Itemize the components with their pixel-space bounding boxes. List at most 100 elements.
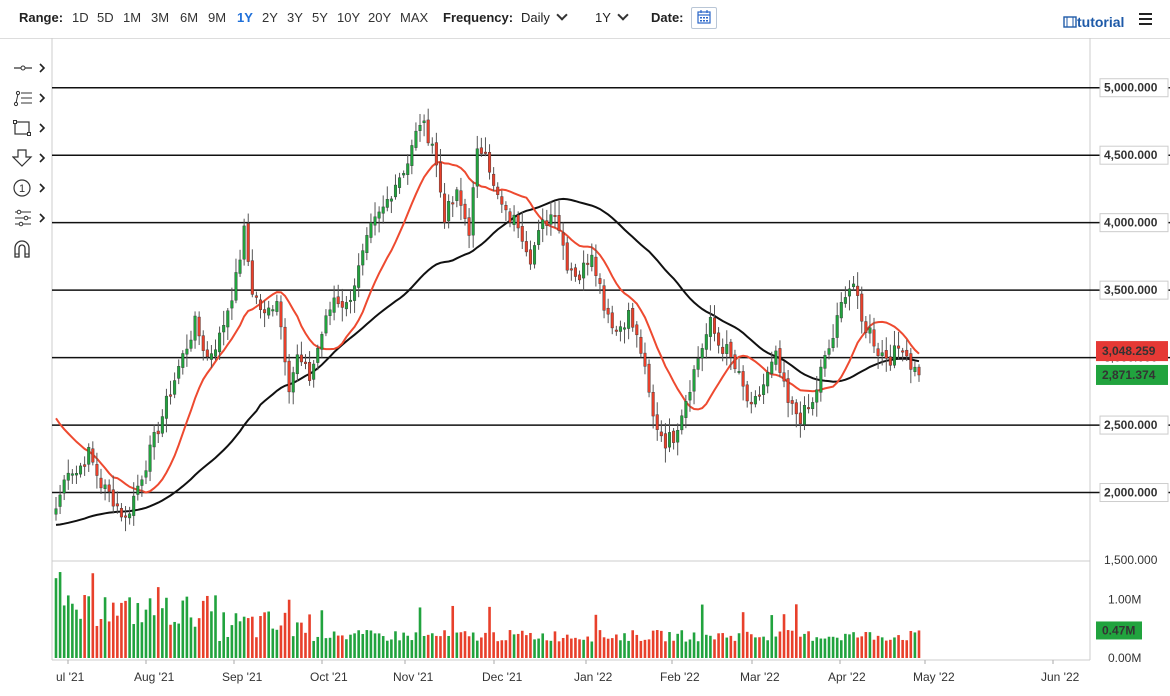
candle-body (271, 309, 275, 312)
volume-bar (790, 630, 794, 658)
candle-body (275, 301, 279, 312)
candle-body (909, 353, 913, 370)
candle-body (717, 332, 721, 346)
arrow-tool[interactable] (11, 148, 52, 170)
measure-tool-icon (15, 209, 46, 227)
candle-body (267, 307, 271, 316)
crosshair-tool[interactable] (12, 58, 52, 80)
range-3m-button[interactable]: 3M (151, 10, 170, 25)
volume-bar (827, 636, 831, 658)
candle-body (905, 349, 909, 357)
candle-body (774, 350, 778, 365)
volume-bar (173, 621, 176, 658)
candle-body (504, 204, 508, 211)
tutorial-link[interactable]: tutorial (1063, 14, 1124, 30)
volume-bar (283, 612, 287, 658)
range-1m-button[interactable]: 1M (123, 10, 142, 25)
volume-bar (107, 621, 111, 658)
time-tick-label: Mar '22 (740, 670, 780, 684)
range-3y-button[interactable]: 3Y (287, 10, 303, 25)
volume-bar (308, 614, 311, 658)
range-6m-button[interactable]: 6M (180, 10, 199, 25)
candle-body (54, 508, 58, 515)
candle-body (377, 211, 381, 219)
candle-body (843, 297, 847, 304)
candle-body (222, 325, 226, 333)
magnet-tool[interactable] (12, 238, 52, 260)
candle-body (778, 348, 782, 373)
volume-bar (627, 640, 630, 658)
range-max-button[interactable]: MAX (400, 10, 429, 25)
candle-body (766, 372, 770, 387)
range-5y-button[interactable]: 5Y (312, 10, 328, 25)
candle-body (888, 356, 892, 366)
candle-body (344, 302, 348, 310)
volume-bar (62, 605, 66, 658)
volume-bar (709, 635, 712, 658)
volume-bar (251, 616, 254, 658)
frequency-select[interactable]: Daily (521, 9, 568, 25)
volume-bar (279, 625, 283, 658)
volume-bar (353, 633, 356, 658)
candle-body (95, 464, 99, 476)
candle-body (512, 214, 516, 225)
volume-bar (794, 604, 798, 658)
volume-bar (700, 604, 704, 658)
measure-tool[interactable] (12, 208, 52, 230)
candle-body (132, 495, 136, 516)
candle-body (414, 130, 418, 148)
volume-bar (647, 639, 651, 658)
moving-average-fast-line (55, 160, 920, 494)
price-chart[interactable]: 1,500.0002,000.0002,500.0003,000.0003,50… (0, 38, 1170, 696)
volume-bar (684, 641, 688, 658)
rectangle-tool[interactable] (12, 118, 52, 140)
candle-body (430, 143, 434, 146)
fibonacci-tool[interactable] (12, 88, 52, 110)
volume-bars: 0.00M 1.00M 0.47M (54, 572, 1142, 665)
volume-bar (316, 636, 320, 658)
candle-body (496, 186, 500, 195)
volume-bar (455, 632, 459, 658)
hamburger-menu-icon[interactable] (1139, 13, 1152, 25)
candle-body (291, 372, 295, 393)
period-select[interactable]: 1Y (595, 9, 629, 25)
volume-bar (116, 615, 119, 658)
candle-body (242, 225, 246, 260)
volume-bar (864, 632, 868, 658)
range-1d-button[interactable]: 1D (72, 10, 89, 25)
price-level-box (1099, 415, 1169, 435)
numbered-marker-tool[interactable]: 1 (12, 178, 52, 200)
volume-bar (451, 605, 455, 658)
calendar-button[interactable] (691, 7, 717, 29)
candle-body (794, 402, 798, 415)
volume-bar (259, 616, 262, 658)
range-1y-button[interactable]: 1Y (237, 10, 253, 25)
range-2y-button[interactable]: 2Y (262, 10, 278, 25)
candle-body (884, 350, 888, 359)
volume-bar (725, 637, 729, 658)
volume-bar (525, 635, 528, 658)
volume-bar (610, 638, 614, 658)
candle-body (741, 371, 745, 387)
candle-body (659, 431, 663, 437)
candle-body (655, 414, 659, 430)
candle-body (340, 301, 344, 308)
range-10y-button[interactable]: 10Y (337, 10, 361, 25)
candle-body (868, 327, 872, 334)
volume-bar (394, 631, 397, 658)
volume-bar (533, 639, 536, 658)
range-20y-button[interactable]: 20Y (368, 10, 392, 25)
volume-bar (435, 635, 438, 658)
candle-body (422, 120, 426, 124)
volume-bar (210, 611, 213, 658)
range-9m-button[interactable]: 9M (208, 10, 227, 25)
volume-bar (148, 598, 152, 658)
volume-bar (103, 597, 107, 658)
candle-body (365, 235, 369, 254)
range-5d-button[interactable]: 5D (97, 10, 114, 25)
candle-body (169, 394, 173, 397)
candle-body (406, 163, 410, 175)
volume-bar (537, 638, 540, 658)
volume-bar (484, 632, 487, 658)
volume-bar (418, 607, 422, 658)
